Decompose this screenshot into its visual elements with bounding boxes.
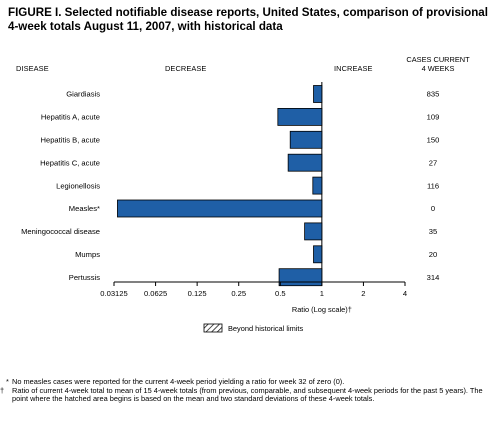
case-count: 27 [429,158,437,167]
bar [304,222,323,241]
category-label: Mumps [75,250,100,259]
case-count: 20 [429,250,437,259]
footnote-1-symbol: * [6,377,9,386]
category-label: Legionellosis [56,181,100,190]
category-label: Meningococcal disease [21,227,100,236]
bar [289,130,323,149]
category-label: Hepatitis A, acute [41,113,100,122]
x-tick-label: 0.5 [275,289,286,298]
bar [278,268,323,287]
cases-column-header: CASES CURRENT 4 WEEKS [396,55,480,73]
legend-label: Beyond historical limits [228,324,303,333]
x-axis-label: Ratio (Log scale)† [292,305,352,314]
bar [313,245,323,264]
footnote-1-text: No measles cases were reported for the c… [12,377,345,386]
category-label: Hepatitis C, acute [40,158,100,167]
case-count: 109 [427,113,440,122]
x-tick-label: 0.03125 [100,289,127,298]
x-tick-label: 1 [320,289,324,298]
footnotes: * No measles cases were reported for the … [0,377,494,404]
disease-column-header: DISEASE [16,64,49,73]
increase-header: INCREASE [334,64,373,73]
legend-hatch-swatch [203,323,223,333]
category-label: Hepatitis B, acute [40,136,100,145]
decrease-header: DECREASE [165,64,207,73]
x-tick-label: 0.25 [231,289,246,298]
case-count: 150 [427,136,440,145]
case-count: 835 [427,90,440,99]
category-label: Giardiasis [66,90,100,99]
cases-header-line-1: CASES CURRENT [406,55,470,64]
category-label: Measles* [69,204,100,213]
figure-title: FIGURE I. Selected notifiable disease re… [8,6,488,33]
x-tick-label: 2 [361,289,365,298]
case-count: 0 [431,204,435,213]
bar [312,176,323,195]
x-tick-label: 0.0625 [144,289,167,298]
x-tick-label: 0.125 [188,289,207,298]
category-label: Pertussis [69,273,100,282]
case-count: 314 [427,273,440,282]
footnote-2-symbol: † [0,385,5,395]
bar [287,153,323,172]
bar [313,85,323,103]
case-count: 116 [427,181,439,190]
legend: Beyond historical limits [203,323,303,333]
footnote-2-text: Ratio of current 4-week total to mean of… [12,385,483,404]
bar [117,199,323,218]
footnote-measles: * No measles cases were reported for the … [6,377,494,387]
cases-header-line-2: 4 WEEKS [421,64,455,73]
case-count: 35 [429,227,437,236]
bar [277,108,323,126]
x-tick-label: 4 [403,289,407,298]
footnote-ratio: † Ratio of current 4-week total to mean o… [0,385,494,404]
